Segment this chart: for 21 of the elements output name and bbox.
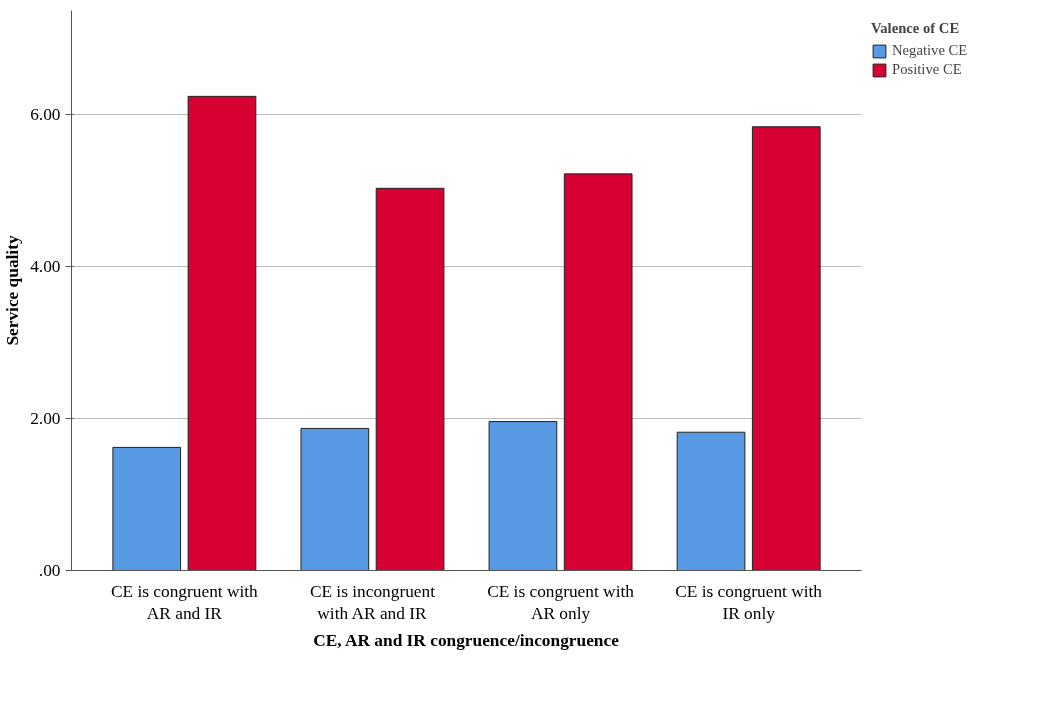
bar [488, 421, 558, 571]
bar [563, 173, 633, 571]
y-tick-label: .00 [38, 561, 61, 580]
y-tick-label: 4.00 [30, 257, 61, 277]
y-tick-label: 6.00 [30, 105, 61, 125]
bar [300, 427, 370, 571]
legend-label: Negative CE [892, 42, 968, 59]
legend-title: Valence of CE [871, 20, 961, 37]
bar [187, 95, 257, 571]
bar [375, 187, 445, 571]
x-tick-label: CE is congruent with IR only [675, 581, 823, 624]
x-tick-label: CE is congruent with AR and IR [110, 581, 259, 624]
y-axis-title: Service quality [3, 235, 23, 346]
y-tick-label: 2.00 [30, 409, 61, 429]
bar [676, 431, 746, 571]
x-axis-title: CE, AR and IR congruence/incongruence [313, 631, 620, 651]
bar [112, 446, 182, 571]
legend-label: Positive CE [892, 61, 962, 78]
x-tick-label: CE is incongruent with AR and IR [309, 581, 436, 624]
bar [751, 126, 821, 571]
x-tick-label: CE is congruent with AR only [487, 581, 635, 624]
